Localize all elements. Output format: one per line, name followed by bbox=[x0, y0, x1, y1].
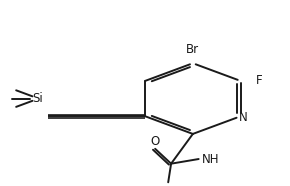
Text: Si: Si bbox=[32, 92, 43, 105]
Text: NH: NH bbox=[202, 153, 219, 166]
Text: O: O bbox=[151, 135, 160, 148]
Text: F: F bbox=[256, 74, 263, 87]
Text: Br: Br bbox=[186, 43, 200, 56]
Text: N: N bbox=[239, 111, 248, 124]
